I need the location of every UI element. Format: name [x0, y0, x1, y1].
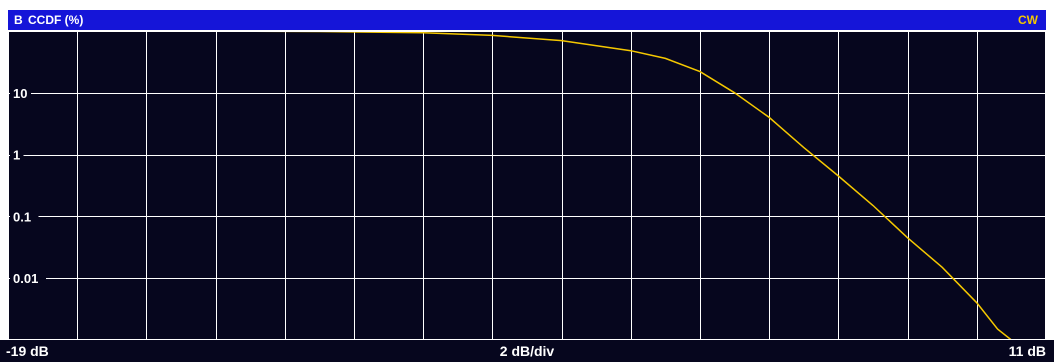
y-tick-label-bg [10, 146, 24, 163]
y-tick-label: 0.1 [13, 209, 31, 224]
x-scale-label: 2 dB/div [499, 343, 555, 359]
x-start-label: -19 dB [6, 343, 49, 359]
trace-label: B [14, 13, 23, 27]
trace-mode-label: CW [1018, 13, 1038, 27]
x-axis-footer: -19 dB 2 dB/div 11 dB [0, 340, 1054, 362]
y-tick-label: 1 [13, 148, 20, 163]
plot-border [8, 31, 1046, 340]
chart-title: CCDF (%) [28, 13, 84, 27]
y-tick-label-bg [10, 270, 46, 287]
y-tick-label: 10 [13, 86, 27, 101]
y-tick-label: 0.01 [13, 271, 38, 286]
y-tick-label-bg [10, 84, 31, 101]
x-stop-label: 11 dB [1008, 343, 1046, 359]
y-tick-label-bg [10, 208, 39, 225]
ccdf-plot: 10 1 0.1 0.01 [8, 31, 1046, 340]
plot-background [8, 31, 1046, 340]
trace-header-bar: B CCDF (%) CW [8, 10, 1046, 30]
